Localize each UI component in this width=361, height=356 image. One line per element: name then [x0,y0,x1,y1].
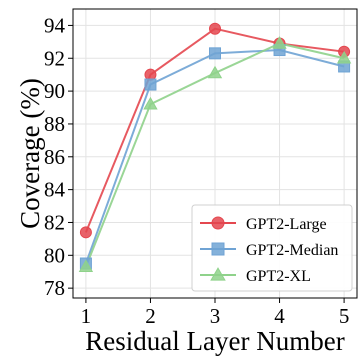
legend-box [191,204,353,292]
data-point [78,259,94,273]
y-tick-label: 82 [44,210,65,234]
x-tick-label: 3 [210,304,221,328]
data-point [79,226,92,239]
legend-marker [211,216,225,230]
y-axis-label: Coverage (%) [15,78,45,229]
legend: GPT2-Large GPT2-Median GPT2-XL [191,204,353,292]
data-point [143,96,158,110]
legend-label: GPT2-XL [246,268,311,285]
axis-ticks [68,24,345,303]
data-point [209,22,221,35]
series-points [78,22,352,273]
data-point [209,47,221,60]
data-point [336,50,352,64]
data-point [272,36,287,49]
y-tick-label: 78 [44,276,65,300]
data-point [207,65,223,79]
data-point [144,68,157,81]
x-axis-label: Residual Layer Number [85,326,344,356]
x-tick-label: 1 [81,304,92,328]
x-tick-label: 2 [145,304,156,328]
legend-marker [210,267,226,281]
x-tick-label: 4 [274,304,285,328]
y-tick-label: 92 [44,46,65,70]
x-tick-label: 5 [339,304,350,328]
y-tick-label: 94 [44,13,66,37]
data-point [144,78,157,91]
y-tick-label: 80 [44,243,65,267]
y-tick-label: 84 [44,178,66,202]
y-tick-label: 88 [44,112,65,136]
y-tick-label: 90 [44,79,65,103]
y-tick-label: 86 [44,145,65,169]
legend-label: GPT2-Median [246,242,338,259]
tick-labels: 78 80 82 84 86 88 90 92 94 1 2 3 4 5 [44,13,349,328]
legend-marker [211,242,225,256]
legend-label: GPT2-Large [246,216,327,233]
